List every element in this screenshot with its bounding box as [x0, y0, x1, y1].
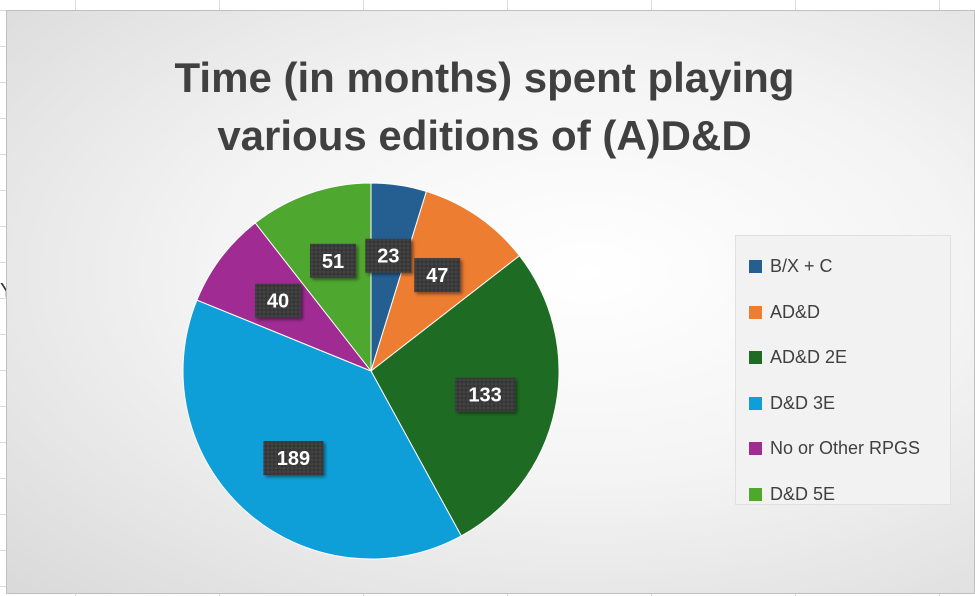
chart-title-line-2: various editions of (A)D&D [217, 112, 752, 159]
legend-swatch [749, 487, 762, 501]
data-label: 189 [277, 448, 310, 470]
data-label-box [263, 440, 324, 475]
legend-item-dd-3e[interactable]: D&D 3E [736, 381, 950, 427]
pie-data-labels: 23 47 133 189 40 51 [255, 238, 516, 475]
legend-label: AD&D [770, 301, 821, 322]
legend-label: No or Other RPGS [770, 438, 921, 459]
data-label-group: 23 [365, 238, 412, 273]
cell-text-fragment: Y [0, 280, 8, 302]
legend-label: B/X + C [770, 256, 833, 277]
data-label: 40 [267, 291, 289, 313]
data-label-box [414, 258, 461, 293]
data-label-group: 189 [263, 440, 324, 475]
legend-swatch [749, 442, 762, 456]
chart-legend[interactable]: B/X + C AD&D AD&D 2E D&D 3E No or Other … [735, 235, 951, 505]
data-label-group: 133 [455, 377, 516, 412]
data-label-group: 40 [255, 283, 302, 318]
data-label: 47 [426, 265, 448, 287]
pie-slice-d-d-3e[interactable] [182, 299, 462, 560]
pie-plot[interactable]: 23 47 133 189 40 51 [7, 11, 975, 595]
legend-item-bx-c[interactable]: B/X + C [736, 244, 950, 290]
data-label-box [310, 243, 357, 278]
data-label-group: 51 [310, 243, 357, 278]
data-label-box [365, 238, 412, 273]
legend-label: D&D 5E [770, 483, 836, 504]
data-label: 51 [322, 251, 344, 273]
legend-item-dd-5e[interactable]: D&D 5E [736, 472, 950, 518]
legend-swatch [749, 351, 762, 365]
legend-swatch [749, 305, 762, 319]
legend-swatch [749, 396, 762, 410]
chart-area[interactable]: Time (in months) spent playing various e… [6, 10, 975, 594]
legend-label: D&D 3E [770, 392, 836, 413]
data-label-box [455, 377, 516, 412]
data-label-box [255, 283, 302, 318]
chart-title[interactable]: Time (in months) spent playing various e… [7, 49, 962, 165]
legend-swatch [749, 260, 762, 274]
chart-title-line-1: Time (in months) spent playing [174, 54, 795, 101]
data-label: 23 [377, 246, 399, 268]
legend-item-add-2e[interactable]: AD&D 2E [736, 335, 950, 381]
data-label-group: 47 [414, 258, 461, 293]
legend-item-no-other-rpgs[interactable]: No or Other RPGS [736, 426, 950, 472]
legend-item-add[interactable]: AD&D [736, 290, 950, 336]
legend-label: AD&D 2E [770, 347, 848, 368]
data-label: 133 [468, 385, 501, 407]
